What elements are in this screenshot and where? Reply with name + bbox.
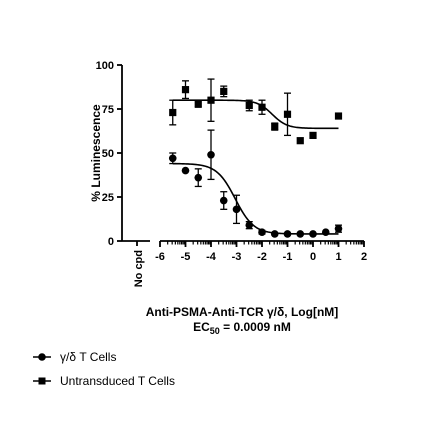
x-tick-label-2: -4 (206, 251, 217, 263)
x-tick-label-5: -1 (283, 251, 293, 263)
data-point-series-0-7 (258, 228, 266, 236)
data-point-series-1-2 (194, 100, 202, 108)
data-point-series-1-8 (283, 110, 292, 118)
data-point-series-0-8 (270, 230, 279, 238)
ec50-annotation: EC50 = 0.0009 nM (193, 320, 291, 336)
data-point-series-1-3 (207, 96, 215, 104)
legend-label-untransduced: Untransduced T Cells (60, 374, 175, 388)
data-point-series-1-1 (181, 86, 190, 94)
data-marks (168, 78, 343, 238)
data-point-series-0-1 (181, 166, 190, 175)
legend-label-gd-t-cells: γ/δ T Cells (60, 350, 116, 364)
x-tick-label-6: 0 (310, 251, 316, 263)
data-point-series-1-11 (334, 112, 343, 120)
x-tick-label-4: -2 (257, 251, 267, 263)
data-point-series-0-4 (219, 196, 228, 205)
ec50-suffix: = 0.0009 nM (220, 320, 291, 334)
x-tick-label-3: -3 (232, 251, 242, 263)
data-point-series-0-6 (245, 221, 254, 229)
data-point-series-0-0 (168, 154, 177, 163)
data-point-series-1-6 (258, 103, 266, 111)
data-point-series-1-5 (245, 101, 253, 110)
legend: γ/δ T Cells Untransduced T Cells (33, 350, 175, 388)
data-point-series-0-9 (283, 230, 292, 238)
data-point-series-0-5 (232, 205, 241, 214)
y-tick-label-0: 0 (108, 236, 114, 248)
data-point-series-1-7 (271, 123, 279, 131)
data-point-series-1-10 (309, 131, 317, 139)
data-point-series-1-4 (220, 87, 228, 95)
y-axis-title: % Luminescence (89, 104, 103, 202)
y-tick-label-1: 25 (102, 192, 114, 204)
fit-curves (172, 99, 339, 235)
legend-circle-marker (38, 353, 46, 361)
legend-item-untransduced: Untransduced T Cells (33, 374, 175, 388)
data-point-series-1-0 (169, 108, 177, 117)
data-point-series-0-2 (194, 173, 203, 182)
x-tick-label-7: 1 (335, 251, 341, 263)
x-tick-label-8: 2 (361, 251, 367, 263)
ec50-subscript: 50 (210, 326, 220, 336)
legend-square-marker (38, 377, 46, 385)
x-tick-label-1: -5 (181, 251, 191, 263)
data-point-series-0-3 (207, 150, 215, 159)
x-tick-label-0: -6 (155, 251, 165, 263)
y-tick-label-4: 100 (96, 60, 114, 72)
ec50-prefix: EC (193, 320, 210, 334)
y-tick-label-3: 75 (102, 104, 114, 116)
x-axis-title: Anti-PSMA-Anti-TCR γ/δ, Log[nM] (146, 305, 339, 319)
y-tick-label-2: 50 (102, 148, 114, 160)
data-point-series-0-10 (296, 230, 305, 238)
no-compound-label: No cpd (133, 250, 145, 287)
data-point-series-0-13 (334, 224, 343, 233)
data-point-series-0-11 (309, 230, 317, 238)
data-point-series-1-9 (296, 137, 304, 145)
legend-item-gd-t-cells: γ/δ T Cells (33, 350, 116, 364)
axes: 0 25 50 75 100 -6 -5 -4 -3 -2 -1 0 1 2 (96, 60, 367, 263)
data-point-series-0-12 (321, 228, 330, 236)
